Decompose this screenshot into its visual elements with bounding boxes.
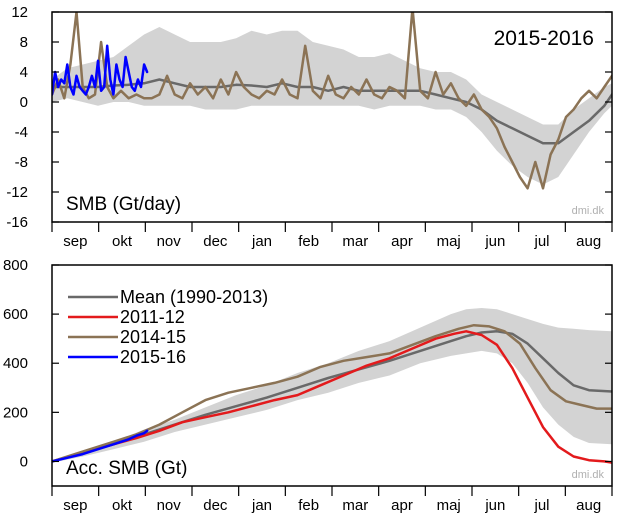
x-tick-label: apr (391, 497, 413, 514)
y-tick-label: -4 (15, 124, 28, 141)
y-tick-label: -8 (15, 154, 28, 171)
x-tick-label: jan (251, 497, 272, 514)
y-tick-label: 8 (20, 34, 28, 51)
x-tick-label: sep (63, 497, 87, 514)
y-tick-label: 4 (20, 64, 28, 81)
x-tick-label: nov (157, 233, 182, 250)
x-tick-label: okt (112, 497, 133, 514)
x-tick-label: dec (203, 497, 228, 514)
series-line-2 (52, 323, 612, 463)
x-tick-label: jul (533, 497, 549, 514)
y-tick-label: 400 (3, 355, 28, 372)
x-tick-label: feb (298, 497, 319, 514)
x-tick-label: maj (437, 233, 461, 250)
x-tick-label: jun (484, 497, 505, 514)
x-tick-label: aug (576, 497, 601, 514)
y-tick-label: 800 (3, 257, 28, 274)
x-tick-label: nov (157, 497, 182, 514)
legend-label: 2015-16 (120, 347, 186, 367)
series-line-1 (52, 330, 612, 464)
x-tick-label: dec (203, 233, 228, 250)
x-tick-label: apr (391, 233, 413, 250)
y-tick-label: -16 (6, 214, 28, 231)
panel-annotation: Acc. SMB (Gt) (66, 458, 187, 479)
legend-label: Mean (1990-2013) (120, 287, 268, 307)
x-tick-label: okt (112, 233, 133, 250)
series-line-2 (52, 44, 149, 96)
plot-area (52, 12, 612, 190)
y-tick-label: 12 (11, 4, 28, 21)
y-tick-label: 600 (3, 306, 28, 323)
period-label: 2015-2016 (494, 27, 594, 50)
x-tick-label: mar (342, 233, 368, 250)
x-tick-label: mar (342, 497, 368, 514)
watermark: dmi.dk (572, 205, 605, 217)
x-tick-label: sep (63, 233, 87, 250)
daily-smb-panel: 12 8 4 0 -4 -8 -12 -16 sep okt nov dec jan feb mar apr m… (6, 4, 613, 250)
series-line-3 (52, 429, 149, 463)
y-tick-label: -12 (6, 184, 28, 201)
series-line-1 (52, 12, 612, 190)
x-tick-label: feb (298, 233, 319, 250)
range-band (52, 308, 612, 463)
x-tick-label: jun (484, 233, 505, 250)
x-tick-label: aug (576, 233, 601, 250)
x-tick-label: jul (533, 233, 549, 250)
panel-annotation: SMB (Gt/day) (66, 194, 181, 215)
range-band (52, 27, 612, 185)
x-tick-label: jan (251, 233, 272, 250)
y-tick-label: 0 (20, 453, 28, 470)
watermark: dmi.dk (572, 469, 605, 481)
accumulated-smb-panel: 800 600 400 200 0 sep okt nov dec jan feb mar apr maj… (3, 257, 613, 514)
legend-label: 2014-15 (120, 327, 186, 347)
legend-label: 2011-12 (120, 307, 185, 327)
y-tick-label: 200 (3, 404, 28, 421)
y-tick-label: 0 (20, 94, 28, 111)
x-tick-label: maj (437, 497, 461, 514)
plot-area (52, 308, 612, 464)
series-line-0 (52, 78, 612, 145)
